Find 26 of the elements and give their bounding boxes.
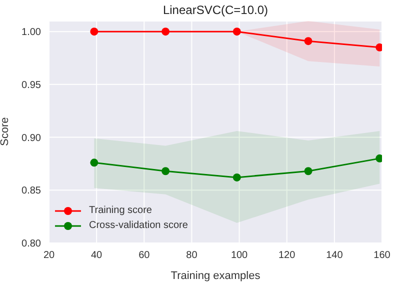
x-axis-title: Training examples — [170, 270, 261, 282]
chart-title: LinearSVC(C=10.0) — [162, 3, 270, 17]
legend-label: Training score — [89, 205, 152, 216]
point — [232, 28, 241, 36]
point — [304, 37, 312, 46]
x-tick-label: 40 — [91, 250, 103, 262]
y-tick-label: 0.85 — [22, 186, 42, 197]
y-tick-label: 0.80 — [22, 238, 42, 250]
point — [162, 28, 170, 36]
y-tick-label: 0.95 — [22, 80, 42, 91]
y-axis-title: Score — [0, 117, 11, 146]
y-tick-label: 1.00 — [22, 27, 42, 38]
y-tick-label: 0.90 — [22, 132, 42, 144]
x-tick-label: 160 — [374, 250, 391, 262]
x-tick-label: 80 — [186, 250, 198, 262]
point — [162, 167, 170, 176]
point — [304, 167, 312, 176]
x-tick-label: 20 — [43, 250, 55, 262]
x-tick-label: 140 — [326, 250, 344, 262]
x-tick-label: 120 — [278, 250, 296, 262]
legend-label: Cross-validation score — [89, 220, 188, 231]
x-tick-label: 60 — [138, 250, 150, 262]
x-tick-label: 100 — [230, 250, 248, 262]
point — [232, 173, 241, 182]
point — [90, 28, 98, 36]
point — [90, 158, 98, 167]
